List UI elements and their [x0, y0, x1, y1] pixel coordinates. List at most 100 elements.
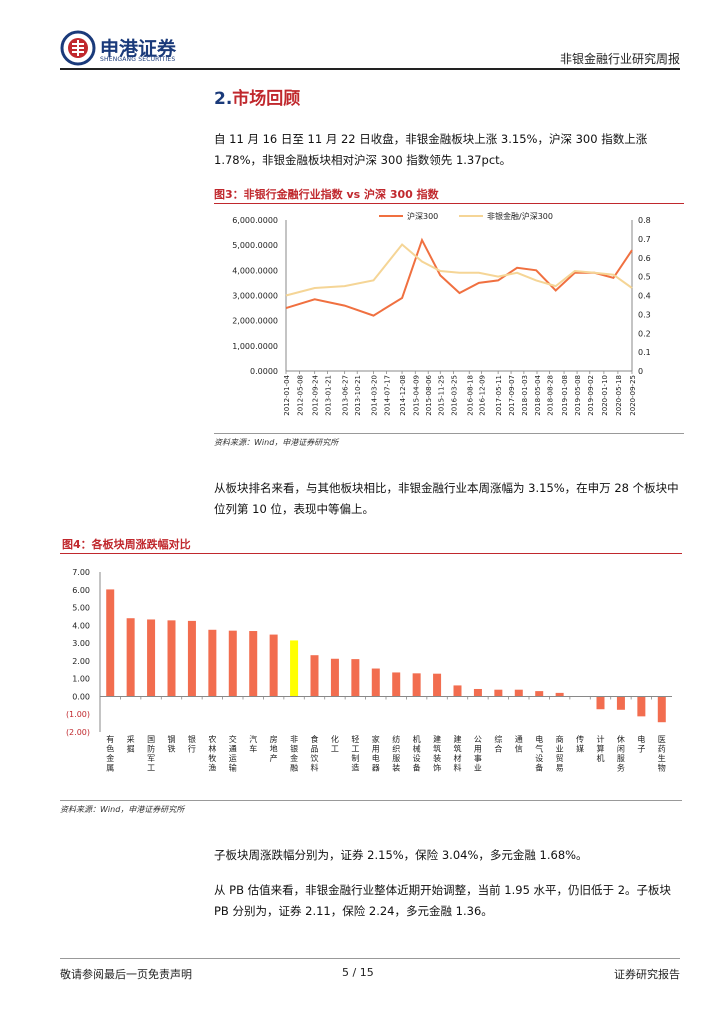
bar: [228, 630, 237, 697]
category-label: 非银金融: [290, 734, 298, 773]
series-line-nonbank-ratio: [285, 243, 633, 297]
bar: [269, 634, 278, 697]
figure3-title-rule: [214, 203, 684, 204]
category-label: 通信: [515, 734, 523, 754]
bar: [187, 620, 196, 697]
right-y-tick-label: 0.2: [638, 329, 651, 338]
category-label: 休闲服务: [617, 734, 625, 773]
paragraph-market-summary: 自 11 月 16 日至 11 月 22 日收盘，非银金融板块上涨 3.15%，…: [214, 132, 648, 167]
y-tick-label: 2.00: [72, 657, 90, 666]
bar: [657, 696, 666, 723]
category-label: 钢铁: [168, 734, 176, 754]
logo-text-en: SHENGANG SECURITIES: [100, 56, 176, 63]
x-tick-label: 2020-05-18: [615, 375, 623, 416]
bar: [433, 673, 442, 697]
page-header: 申港证券 SHENGANG SECURITIES 非银金融行业研究周报: [60, 30, 680, 70]
x-tick-label: 2018-08-28: [547, 375, 555, 416]
category-label: 采掘: [127, 734, 135, 754]
x-tick-label: 2014-03-20: [371, 375, 379, 416]
y-tick-label: 1.00: [72, 675, 90, 684]
section-title: 2.市场回顾: [214, 84, 300, 109]
bar: [106, 589, 115, 697]
footer-page-number: 5 / 15: [342, 966, 374, 979]
x-tick-label: 2012-01-04: [283, 374, 291, 415]
footer-disclaimer: 敬请参阅最后一页免责声明: [60, 968, 192, 981]
x-tick-label: 2018-05-04: [534, 374, 542, 415]
bar: [249, 631, 258, 697]
bar: [167, 620, 176, 697]
right-y-tick-label: 0.4: [638, 292, 651, 301]
bar: [473, 688, 482, 697]
right-y-tick-label: 0: [638, 367, 643, 376]
bar: [208, 629, 217, 697]
figure3-title: 图3：非银行金融行业指数 vs 沪深 300 指数: [214, 188, 439, 201]
category-label: 食品饮料: [311, 734, 319, 773]
x-tick-label: 2013-06-27: [342, 375, 350, 416]
bar: [126, 618, 135, 697]
y-tick-label: 5.00: [72, 604, 90, 613]
left-y-tick-label: 2,000.0000: [232, 317, 278, 326]
y-tick-label: 7.00: [72, 568, 90, 577]
category-label: 机械设备: [413, 734, 421, 773]
bar: [514, 689, 523, 697]
x-tick-label: 2015-04-09: [412, 375, 420, 416]
right-y-tick-label: 0.6: [638, 254, 651, 263]
right-y-tick-label: 0.7: [638, 235, 651, 244]
y-tick-label: 3.00: [72, 639, 90, 648]
category-label: 有色金属: [106, 734, 114, 773]
y-tick-label: 0.00: [72, 692, 90, 701]
section-number: 2.: [214, 89, 233, 109]
category-label: 银行: [188, 734, 196, 754]
category-label: 轻工制造: [351, 734, 359, 773]
category-label: 电子: [637, 734, 645, 754]
bar: [555, 692, 564, 697]
bar: [290, 640, 299, 697]
footer-rule: [60, 958, 680, 959]
figure3-source-rule: [214, 433, 684, 434]
paragraph-sector-ranking: 从板块排名来看，与其他板块相比，非银金融行业本周涨幅为 3.15%，在申万 28…: [214, 481, 679, 516]
category-label: 化工: [331, 734, 339, 754]
x-tick-label: 2013-01-21: [325, 375, 333, 416]
x-tick-label: 2015-11-25: [437, 375, 445, 416]
bar: [412, 673, 421, 697]
category-label: 建筑装饰: [433, 734, 441, 773]
paragraph-sub-sectors: 子板块周涨跌幅分别为，证券 2.15%，保险 3.04%，多元金融 1.68%。: [214, 848, 588, 862]
paragraph-pb-valuation: 从 PB 估值来看，非银金融行业整体近期开始调整，当前 1.95 水平，仍旧低于…: [214, 883, 672, 918]
figure3-line-chart: 6,000.0000 5,000.0000 4,000.0000 3,000.0000…: [232, 211, 651, 416]
category-label: 公用事业: [474, 735, 482, 773]
legend-label: 非银金融/沪深300: [487, 211, 553, 221]
category-label: 国防军工: [147, 735, 155, 773]
x-tick-label: 2019-05-08: [574, 375, 582, 416]
report-type: 非银金融行业研究周报: [559, 52, 680, 66]
bar: [453, 685, 462, 697]
bar: [330, 658, 339, 697]
bar: [596, 696, 605, 710]
right-y-tick-label: 0.3: [638, 310, 651, 319]
footer-report-label: 证券研究报告: [614, 968, 680, 981]
section-title-text: 市场回顾: [232, 89, 301, 109]
right-y-tick-label: 0.1: [638, 348, 651, 357]
x-tick-label: 2012-05-08: [297, 375, 305, 416]
x-tick-label: 2019-09-02: [587, 375, 595, 416]
left-y-tick-label: 4,000.0000: [232, 266, 278, 275]
logo-text-cn: 申港证券: [100, 38, 177, 60]
legend-label: 沪深300: [407, 211, 438, 221]
category-label: 农林牧渔: [208, 734, 216, 773]
right-y-tick-label: 0.5: [638, 273, 651, 282]
x-tick-label: 2017-09-07: [508, 375, 516, 416]
y-tick-label: (2.00): [66, 728, 90, 737]
header-rule: [60, 68, 680, 70]
x-tick-label: 2015-08-06: [425, 374, 433, 415]
x-tick-label: 2016-08-18: [466, 375, 474, 416]
figure4-bar-chart: 7.00 6.00 5.00 4.00 3.00 2.00 1.00 0.00 (1.00) (2…: [66, 568, 672, 773]
x-tick-label: 2014-07-17: [383, 375, 391, 416]
bar: [310, 655, 319, 697]
category-label: 商业贸易: [556, 734, 564, 773]
category-label: 汽车: [249, 734, 257, 754]
left-y-tick-label: 6,000.0000: [232, 216, 278, 225]
x-tick-label: 2012-09-24: [312, 374, 320, 415]
y-tick-label: 6.00: [72, 586, 90, 595]
category-label: 家用电器: [372, 734, 380, 773]
category-label: 医药生物: [658, 735, 666, 773]
category-label: 综合: [494, 734, 502, 754]
